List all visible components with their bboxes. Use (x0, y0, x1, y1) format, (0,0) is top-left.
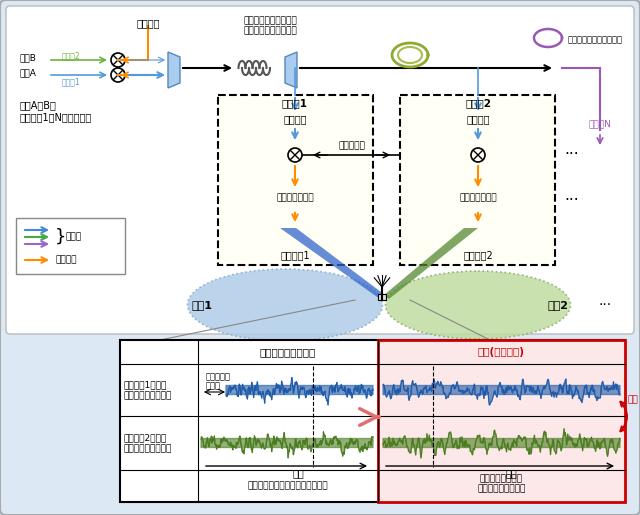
Text: 光信号: 光信号 (66, 232, 82, 242)
Text: セル1: セル1 (191, 300, 212, 310)
Text: 光源A、Bは: 光源A、Bは (20, 100, 57, 110)
FancyArrowPatch shape (360, 409, 379, 425)
Text: 波形が重なっても: 波形が重なっても (480, 474, 523, 483)
Text: 元の波形が再生可能: 元の波形が再生可能 (477, 484, 525, 493)
Text: 光検出器: 光検出器 (284, 114, 307, 124)
Bar (120, 340, 625, 502)
Ellipse shape (188, 269, 383, 341)
Text: のずれ: のずれ (206, 381, 221, 390)
Text: 光波長1: 光波長1 (62, 77, 81, 86)
Text: 電気信号: 電気信号 (136, 18, 160, 28)
Text: 光源B: 光源B (20, 54, 37, 62)
Text: アンテナ2からの: アンテナ2からの (123, 434, 166, 442)
Ellipse shape (385, 271, 570, 339)
Bar (378, 294, 386, 300)
FancyBboxPatch shape (218, 95, 373, 265)
Text: 波長の異なる光信号を: 波長の異なる光信号を (243, 16, 297, 25)
FancyBboxPatch shape (16, 218, 125, 274)
Text: 電気信号: 電気信号 (55, 255, 77, 265)
Polygon shape (285, 52, 297, 88)
Text: アンテナ2: アンテナ2 (463, 250, 493, 260)
Text: 無線局1: 無線局1 (282, 98, 308, 108)
Text: ···: ··· (564, 147, 579, 163)
FancyBboxPatch shape (400, 95, 555, 265)
Text: 電波を受信した波形: 電波を受信した波形 (123, 444, 172, 454)
Text: 同じ: 同じ (627, 396, 637, 404)
Text: タイミング: タイミング (206, 372, 231, 381)
Text: 光波長2: 光波長2 (62, 51, 81, 60)
Bar (378, 340, 625, 502)
Text: 今回(送信制御): 今回(送信制御) (478, 347, 525, 357)
Text: 光源A: 光源A (20, 68, 37, 77)
Text: ミリ波帯増幅器: ミリ波帯増幅器 (276, 193, 314, 202)
Text: ···: ··· (564, 193, 579, 208)
Text: 光ファイバで一括伝送: 光ファイバで一括伝送 (243, 26, 297, 35)
Text: 電波を受信した波形: 電波を受信した波形 (123, 391, 172, 401)
Text: 光ファイバで長距離伝送: 光ファイバで長距離伝送 (568, 36, 623, 44)
Text: セル2: セル2 (547, 300, 568, 310)
Text: 時間: 時間 (292, 468, 304, 478)
Text: 波形が重なり元の波形の再生不可: 波形が重なり元の波形の再生不可 (248, 482, 328, 490)
Text: 光波長を1〜Nに切り替え: 光波長を1〜Nに切り替え (20, 112, 92, 122)
Text: 無線局2: 無線局2 (465, 98, 491, 108)
Text: ミリ波帯増幅器: ミリ波帯増幅器 (459, 193, 497, 202)
Text: アンテナ1: アンテナ1 (280, 250, 310, 260)
Text: 光検出器: 光検出器 (467, 114, 490, 124)
Polygon shape (168, 52, 180, 88)
Text: アンテナ1からの: アンテナ1からの (123, 381, 166, 389)
Text: }: } (55, 228, 67, 246)
Polygon shape (384, 228, 478, 299)
Text: 時間: 時間 (506, 468, 517, 478)
Text: 光基準信号: 光基準信号 (339, 141, 365, 150)
FancyBboxPatch shape (6, 6, 634, 334)
Text: ···: ··· (598, 298, 612, 312)
Text: 従来手法（非協調）: 従来手法（非協調） (260, 347, 316, 357)
Text: 無線局N: 無線局N (589, 119, 611, 128)
Polygon shape (280, 228, 385, 299)
FancyArrowPatch shape (620, 402, 627, 431)
